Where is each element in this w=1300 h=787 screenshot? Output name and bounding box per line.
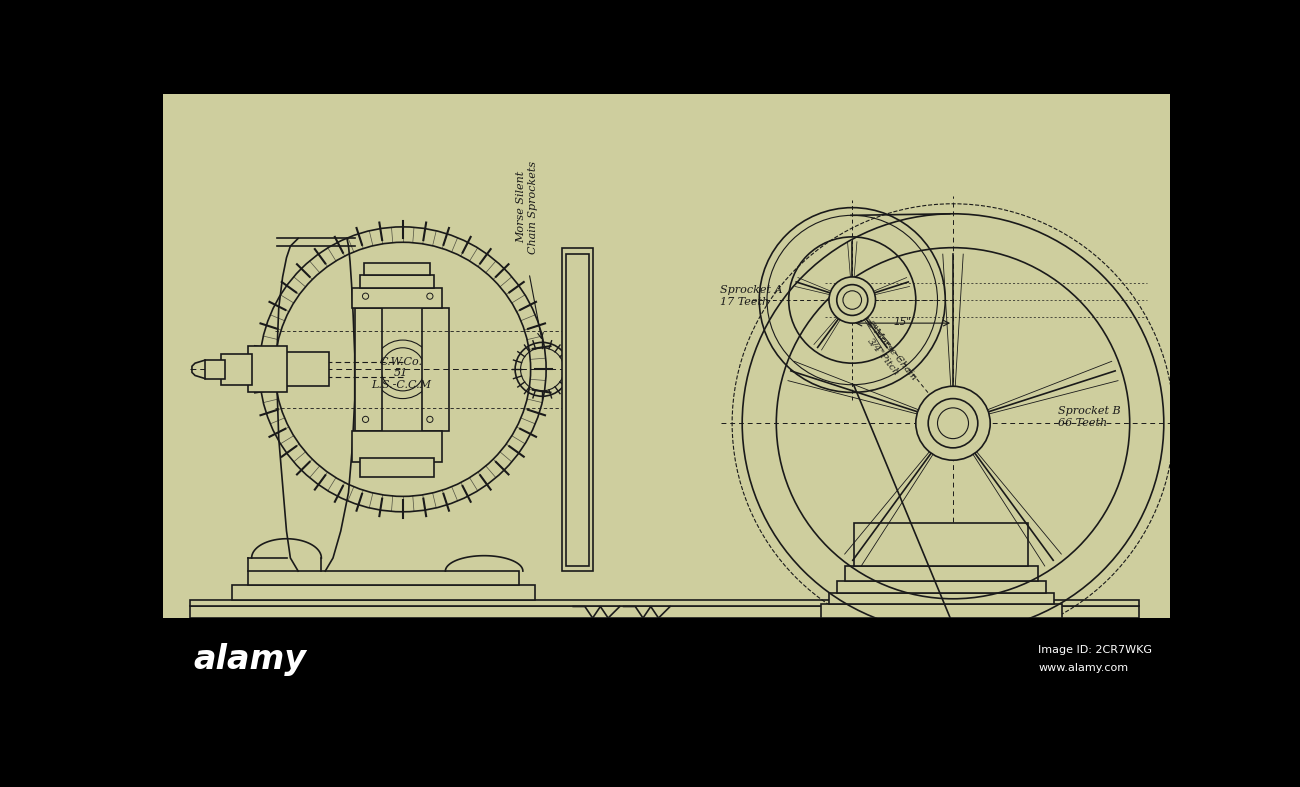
- Text: alamy: alamy: [194, 643, 307, 676]
- Bar: [248, 346, 286, 393]
- Bar: [205, 360, 225, 379]
- Circle shape: [426, 293, 433, 299]
- Bar: [829, 593, 1054, 604]
- Circle shape: [829, 277, 875, 323]
- Bar: [190, 600, 1139, 607]
- Text: Sprocket B
66 Teeth: Sprocket B 66 Teeth: [1058, 406, 1121, 428]
- Bar: [248, 571, 519, 585]
- Bar: [162, 618, 1170, 700]
- Bar: [845, 566, 1039, 581]
- Circle shape: [426, 416, 433, 423]
- Text: Morse Silent
Chain Sprockets: Morse Silent Chain Sprockets: [516, 161, 538, 254]
- Bar: [562, 248, 593, 571]
- Bar: [190, 607, 1139, 618]
- Bar: [837, 581, 1046, 593]
- Text: Sprocket A
17 Teeth: Sprocket A 17 Teeth: [720, 286, 783, 307]
- Bar: [364, 263, 430, 275]
- Bar: [352, 289, 442, 308]
- Bar: [355, 308, 382, 431]
- Text: 15": 15": [893, 317, 911, 327]
- Text: www.alamy.com: www.alamy.com: [1039, 663, 1128, 673]
- Circle shape: [915, 386, 991, 460]
- Bar: [360, 458, 434, 477]
- Text: 3/4"Lag Screws: 3/4"Lag Screws: [390, 620, 477, 630]
- Circle shape: [928, 398, 978, 448]
- Bar: [233, 585, 534, 600]
- Circle shape: [842, 290, 862, 309]
- Circle shape: [837, 285, 868, 316]
- Bar: [360, 275, 434, 289]
- Circle shape: [363, 416, 369, 423]
- Bar: [162, 94, 1170, 618]
- Bar: [352, 431, 442, 462]
- Text: Image ID: 2CR7WKG: Image ID: 2CR7WKG: [1039, 645, 1152, 656]
- Bar: [822, 604, 1062, 618]
- Bar: [274, 353, 329, 386]
- Text: 2"Morse Chain
3/4"Pitch: 2"Morse Chain 3/4"Pitch: [857, 319, 918, 389]
- Bar: [854, 523, 1028, 566]
- Circle shape: [937, 408, 968, 438]
- Circle shape: [363, 293, 369, 299]
- Text: C.W.Co.
51
L.S.-C.C.M: C.W.Co. 51 L.S.-C.C.M: [372, 357, 432, 390]
- Bar: [422, 308, 450, 431]
- Bar: [566, 254, 589, 566]
- Bar: [221, 354, 252, 385]
